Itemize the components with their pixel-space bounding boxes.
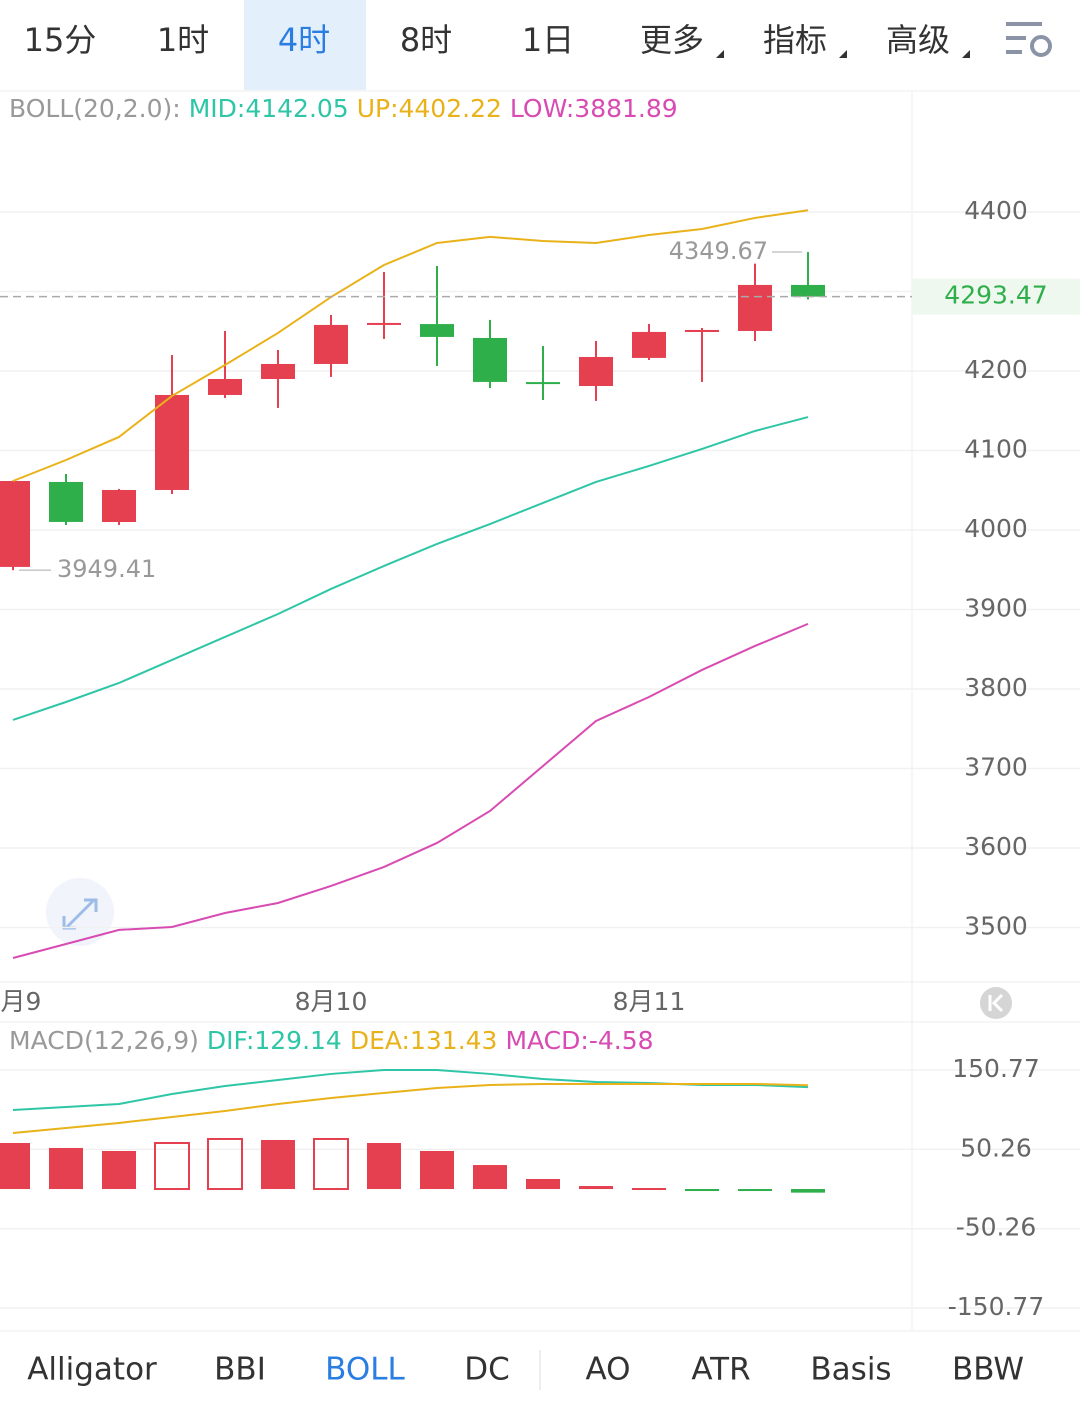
indicator-tab[interactable]: ATR: [691, 1352, 750, 1388]
timeframe-tab[interactable]: 1时: [157, 21, 209, 59]
macd-line: [12, 1082, 809, 1134]
macd-bar: [632, 1187, 666, 1190]
last-price-label: 4293.47: [944, 281, 1047, 310]
legend-entry: DEA:131.43: [350, 1026, 498, 1055]
timeframe-tab[interactable]: 15分: [24, 21, 97, 59]
y-tick-label: 150.77: [952, 1054, 1039, 1083]
indicator-tab[interactable]: BOLL: [325, 1352, 405, 1388]
candle-body: [420, 324, 454, 337]
legend-entry: MACD:-4.58: [505, 1026, 653, 1055]
candle-body: [791, 284, 825, 297]
macd-bar: [473, 1165, 507, 1190]
timeframe-tab[interactable]: 4时: [278, 21, 330, 59]
x-tick-label: 8月11: [613, 987, 686, 1016]
macd-bar: [579, 1186, 613, 1190]
y-tick-label: 50.26: [960, 1133, 1032, 1162]
high-label: 4349.67: [669, 237, 768, 265]
macd-bar: [207, 1137, 243, 1191]
macd-bar: [261, 1140, 295, 1190]
y-tick-label: 4000: [964, 514, 1028, 543]
indicator-tab[interactable]: BBW: [952, 1352, 1024, 1388]
indicator-legend: MACD(12,26,9) DIF:129.14 DEA:131.43 MACD:-4…: [9, 1026, 654, 1055]
macd-bar: [791, 1189, 825, 1193]
candle-body: [155, 394, 189, 490]
macd-bar: [738, 1189, 772, 1192]
y-tick-label: -150.77: [948, 1292, 1045, 1321]
macd-bar: [420, 1150, 454, 1190]
candle-body: [473, 337, 507, 382]
expand-icon[interactable]: [46, 878, 114, 946]
legend-entry: MID:4142.05: [189, 94, 349, 123]
candle-body: [685, 329, 719, 333]
timeframe-tab[interactable]: 8时: [400, 21, 452, 59]
y-tick-label: 3800: [964, 673, 1028, 702]
timeframe-tab[interactable]: 指标: [763, 21, 827, 59]
dropdown-caret: [962, 50, 970, 58]
candle-body: [0, 480, 30, 567]
settings-icon[interactable]: [1006, 22, 1052, 57]
legend-entry: DIF:129.14: [207, 1026, 342, 1055]
indicator-tab[interactable]: Alligator: [27, 1352, 157, 1388]
macd-bar: [49, 1147, 83, 1190]
y-tick-label: 4200: [964, 355, 1028, 384]
x-tick-label: 8月10: [295, 987, 368, 1016]
y-tick-label: 3700: [964, 752, 1028, 781]
candle-body: [261, 363, 295, 379]
macd-bar: [367, 1143, 401, 1190]
timeframe-tab[interactable]: 高级: [886, 21, 950, 59]
x-tick-label: 8月9: [0, 987, 41, 1016]
y-tick-label: 3600: [964, 832, 1028, 861]
macd-bar: [0, 1143, 30, 1190]
indicator-tab[interactable]: Basis: [810, 1352, 891, 1388]
y-tick-label: 3500: [964, 911, 1028, 940]
macd-bar: [313, 1137, 349, 1191]
indicator-tab[interactable]: BBI: [214, 1352, 266, 1388]
low-label: 3949.41: [57, 555, 156, 583]
timeframe-tab[interactable]: 1日: [522, 21, 574, 59]
boll-line: [12, 416, 809, 721]
candle-body: [102, 489, 136, 523]
indicator-tab[interactable]: AO: [585, 1352, 630, 1388]
y-tick-label: 3900: [964, 593, 1028, 622]
indicator-tab[interactable]: DC: [464, 1352, 510, 1388]
tab-highlight: [244, 0, 366, 90]
timeframe-tab[interactable]: 更多: [640, 21, 704, 59]
y-tick-label: 4100: [964, 434, 1028, 463]
legend-entry: LOW:3881.89: [510, 94, 678, 123]
indicator-title: MACD(12,26,9): [9, 1026, 199, 1055]
candle-body: [314, 324, 348, 364]
boll-line: [12, 622, 809, 959]
macd-bar: [102, 1150, 136, 1190]
candle-body: [208, 378, 242, 395]
boll-line: [12, 209, 809, 482]
dropdown-caret: [716, 50, 724, 58]
candle-body: [49, 481, 83, 522]
indicator-legend: BOLL(20,2.0): MID:4142.05 UP:4402.22 LOW:38…: [9, 94, 678, 123]
macd-bar: [526, 1178, 560, 1190]
candle-body: [632, 331, 666, 358]
macd-bar: [685, 1189, 719, 1192]
y-tick-label: -50.26: [956, 1213, 1037, 1242]
candle-body: [367, 322, 401, 325]
legend-entry: UP:4402.22: [357, 94, 502, 123]
candle-body: [526, 382, 560, 385]
dropdown-caret: [839, 50, 847, 58]
y-tick-label: 4400: [964, 196, 1028, 225]
last-price-tag: [912, 278, 1080, 315]
scroll-latest-button[interactable]: [980, 987, 1012, 1019]
indicator-title: BOLL(20,2.0):: [9, 94, 181, 123]
macd-bar: [154, 1142, 190, 1191]
candle-body: [579, 356, 613, 386]
candle-body: [738, 284, 772, 331]
